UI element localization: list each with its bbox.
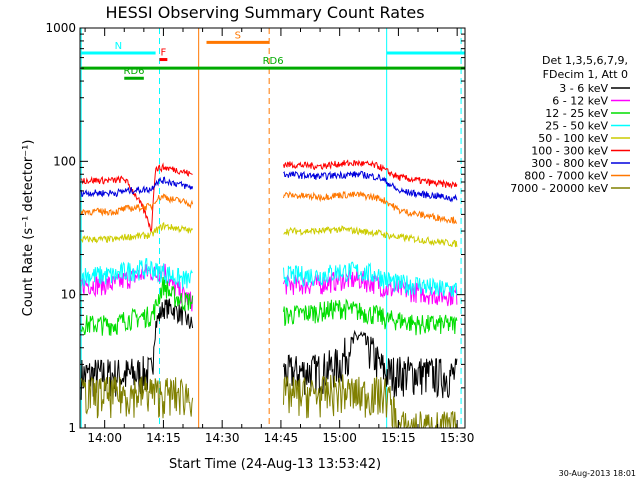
series-line-3-0 [80,258,193,289]
flag-label-3: RD6 [124,66,145,77]
y-axis-label: Count Rate (s⁻¹ detector⁻¹) [21,140,36,317]
series-line-5-1 [283,159,458,190]
legend: Det 1,3,5,6,7,9, FDecim 1, Att 0 3 - 6 k… [510,54,630,195]
x-tick-label-2: 14:30 [205,431,240,445]
legend-title-line-2: FDecim 1, Att 0 [543,68,628,81]
flag-label-0: N [115,41,122,52]
flag-label-1: F [161,48,167,59]
x-axis-label: Start Time (24-Aug-13 13:53:42) [169,457,381,472]
legend-label-1: 6 - 12 keV [552,95,608,108]
x-tick-label-1: 14:15 [146,431,181,445]
series-line-6-1 [283,170,458,203]
x-tick-label-6: 15:30 [440,431,475,445]
legend-label-3: 25 - 50 keV [545,120,608,133]
plot-area: N F RD6 RD6 S [80,28,465,430]
legend-label-4: 50 - 100 keV [538,132,608,145]
x-tick-label-4: 15:00 [322,431,357,445]
legend-label-0: 3 - 6 keV [559,82,608,95]
y-tick-label-3: 1000 [45,21,76,35]
y-tick-label-2: 100 [53,154,76,168]
legend-label-7: 800 - 7000 keV [524,170,608,183]
y-tick-label-1: 10 [61,288,76,302]
legend-title-line-1: Det 1,3,5,6,7,9, [542,54,628,67]
series-line-4-0 [80,221,194,244]
series-line-7-0 [80,193,194,217]
chart-title: HESSI Observing Summary Count Rates [105,3,424,22]
series-line-4-1 [283,225,458,248]
legend-label-8: 7000 - 20000 keV [510,182,608,195]
series-line-2-0 [80,276,194,336]
series-line-8-1 [283,374,458,430]
series-line-0-1 [283,329,458,399]
x-tick-label-5: 15:15 [381,431,416,445]
x-tick-label-0: 14:00 [87,431,122,445]
flag-label-4: S [235,30,241,41]
flag-label-2: RD6 [263,56,284,67]
y-tick-label-0: 1 [68,421,76,435]
series-line-6-0 [80,176,194,198]
legend-label-5: 100 - 300 keV [531,145,608,158]
x-tick-label-3: 14:45 [264,431,299,445]
series-line-7-1 [283,190,457,225]
legend-label-6: 300 - 800 keV [531,157,608,170]
series-line-0-0 [80,298,194,400]
series-line-8-0 [80,376,194,419]
timestamp: 30-Aug-2013 18:01 [559,469,636,478]
series-line-2-1 [283,298,458,336]
legend-label-2: 12 - 25 keV [545,107,608,120]
series-line-3-1 [283,261,458,297]
plot-frame [79,27,466,429]
axis-ticks: 1 10 100 1000 14:00 14:15 14:30 14:45 15:00 15:15… [45,21,474,445]
series-line-5-0 [80,162,193,232]
